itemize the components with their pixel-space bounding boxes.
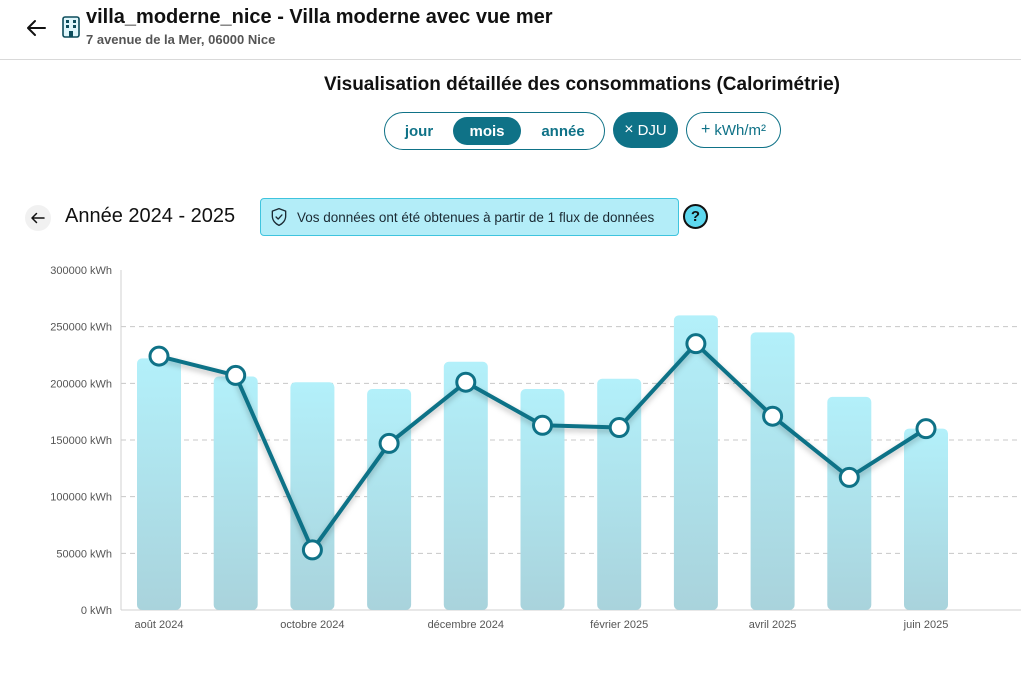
line-point[interactable] xyxy=(301,539,323,561)
chart-bar[interactable] xyxy=(673,315,718,610)
line-point[interactable] xyxy=(378,432,400,454)
chart-bar[interactable] xyxy=(443,361,488,610)
chart-bars xyxy=(137,315,948,610)
chart-bar[interactable] xyxy=(213,376,258,610)
kwh-m2-toggle-chip[interactable]: + kWh/m² xyxy=(686,112,781,148)
chart-bar[interactable] xyxy=(290,382,335,610)
building-icon xyxy=(62,16,80,38)
line-point[interactable] xyxy=(838,466,860,488)
chart-line xyxy=(148,333,937,561)
line-point[interactable] xyxy=(225,364,247,386)
dju-chip-label: DJU xyxy=(637,121,667,139)
page-header: villa_moderne_nice - Villa moderne avec … xyxy=(0,0,1021,60)
previous-period-button[interactable] xyxy=(25,205,51,231)
kwh-chip-label: kWh/m² xyxy=(714,121,766,139)
line-point[interactable] xyxy=(455,371,477,393)
x-tick-label: décembre 2024 xyxy=(428,619,504,631)
close-icon: × xyxy=(624,121,634,138)
site-address: 7 avenue de la Mer, 06000 Nice xyxy=(86,32,276,47)
data-source-text: Vos données ont été obtenues à partir de… xyxy=(297,209,655,225)
y-tick-label: 100000 kWh xyxy=(50,492,112,504)
line-point[interactable] xyxy=(532,414,553,436)
back-button[interactable] xyxy=(22,14,50,42)
x-tick-label: avril 2025 xyxy=(749,619,797,631)
x-tick-label: août 2024 xyxy=(135,619,184,631)
arrow-left-icon xyxy=(27,20,46,36)
page-title: Visualisation détaillée des consommation… xyxy=(324,74,840,95)
dju-toggle-chip[interactable]: × DJU xyxy=(613,112,678,148)
help-icon: ? xyxy=(690,208,701,225)
y-axis-ticks: 0 kWh 50000 kWh 100000 kWh 150000 kWh 200000… xyxy=(50,265,112,617)
chart-bar[interactable] xyxy=(597,378,642,610)
line-point[interactable] xyxy=(608,417,630,439)
chart-bar[interactable] xyxy=(904,428,948,610)
help-button[interactable]: ? xyxy=(683,204,708,229)
shield-check-icon xyxy=(271,208,287,226)
data-source-banner: Vos données ont été obtenues à partir de… xyxy=(260,198,679,236)
x-tick-label: février 2025 xyxy=(590,619,648,631)
chart-bar[interactable] xyxy=(367,389,412,610)
y-tick-label: 50000 kWh xyxy=(56,548,112,560)
x-tick-label: octobre 2024 xyxy=(280,619,344,631)
arrow-left-icon xyxy=(31,212,45,224)
period-option-jour[interactable]: jour xyxy=(404,122,434,140)
line-point[interactable] xyxy=(148,345,170,367)
period-label: Année 2024 - 2025 xyxy=(65,205,236,227)
y-tick-label: 0 kWh xyxy=(81,605,112,617)
y-tick-label: 150000 kWh xyxy=(50,435,112,447)
period-option-mois[interactable]: mois xyxy=(453,117,521,145)
chart-bar[interactable] xyxy=(827,396,872,610)
consumption-chart-svg: 0 kWh 50000 kWh 100000 kWh 150000 kWh 200000… xyxy=(50,265,1021,631)
x-axis-ticks: août 2024 octobre 2024 décembre 2024 févrie… xyxy=(135,619,949,631)
x-tick-label: juin 2025 xyxy=(903,619,949,631)
chart-bar[interactable] xyxy=(520,389,565,610)
y-tick-label: 250000 kWh xyxy=(50,322,112,334)
period-selector: jour mois année xyxy=(384,112,605,150)
period-option-annee[interactable]: année xyxy=(541,122,585,140)
line-point[interactable] xyxy=(685,333,707,355)
chart-bar[interactable] xyxy=(137,358,181,610)
line-point[interactable] xyxy=(762,405,784,427)
y-tick-label: 300000 kWh xyxy=(50,265,112,277)
site-title: villa_moderne_nice - Villa moderne avec … xyxy=(86,6,553,28)
plus-icon: + xyxy=(700,121,711,138)
consumption-chart: 0 kWh 50000 kWh 100000 kWh 150000 kWh 200000… xyxy=(0,255,1021,645)
line-point[interactable] xyxy=(915,418,937,440)
chart-bar[interactable] xyxy=(750,332,795,610)
y-tick-label: 200000 kWh xyxy=(50,378,112,390)
